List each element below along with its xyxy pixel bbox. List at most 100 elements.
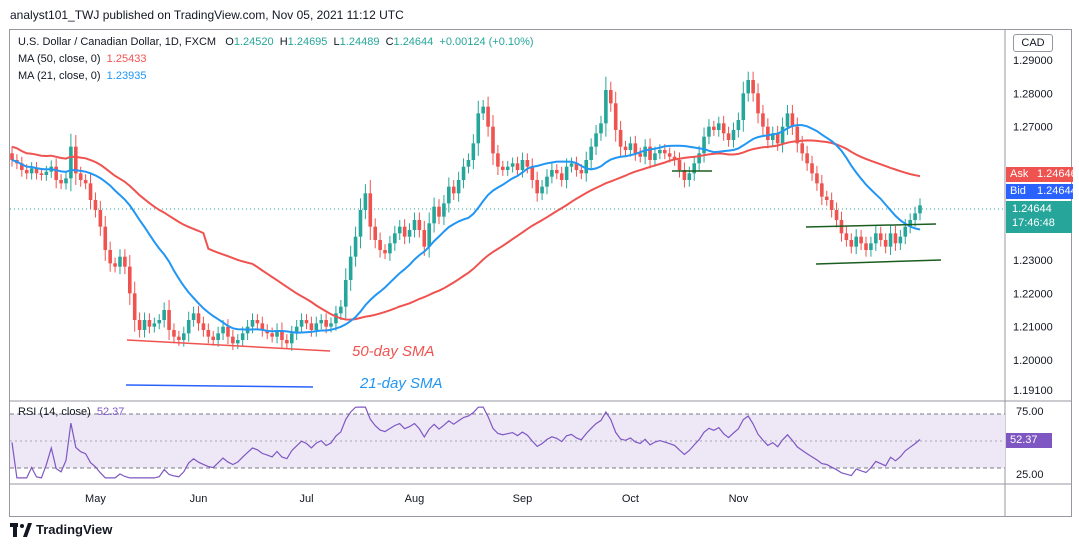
candle-body [231, 336, 235, 344]
candle-body [427, 223, 431, 247]
candle-body [339, 306, 343, 314]
tradingview-brand: TradingView [36, 522, 113, 537]
candle-body [864, 243, 868, 250]
candle-body [334, 313, 338, 324]
candle-body [829, 200, 834, 210]
candle-body [756, 93, 760, 114]
candle-body [285, 340, 289, 344]
candle-body [810, 163, 814, 174]
candle-body [383, 250, 387, 254]
candle-body [525, 160, 530, 167]
price-tick-label: 1.23000 [1013, 255, 1053, 267]
high-value: 1.24695 [287, 36, 328, 48]
candle-body [186, 320, 191, 334]
time-axis-ticks: May Jun Jul Aug Sep Oct Nov [85, 493, 749, 505]
candle-body [407, 230, 412, 237]
candle-body [64, 178, 68, 184]
candle-body [692, 163, 697, 174]
chart-frame[interactable] [9, 29, 1072, 517]
candle-body [633, 143, 638, 154]
candle-body [643, 146, 647, 157]
rsi-line [11, 406, 921, 479]
range-bottom-line [815, 259, 942, 265]
bid-value-tag: 1.24644 [1033, 184, 1077, 199]
candle-body [648, 146, 652, 160]
candle-body [456, 180, 461, 194]
candle-body [869, 243, 873, 250]
candle-body [476, 113, 481, 144]
candle-body [211, 336, 216, 340]
candle-body [83, 180, 88, 184]
candle-body [874, 233, 878, 244]
ma21-value: 1.23935 [106, 70, 147, 82]
candle-body [216, 333, 220, 340]
candle-body [584, 160, 589, 174]
candle-body [69, 146, 73, 179]
candle-body [672, 156, 677, 160]
rsi-tick-label: 75.00 [1016, 406, 1044, 418]
candle-body [24, 170, 29, 174]
candle-body [353, 236, 358, 257]
candle-body [181, 333, 186, 340]
candle-body [834, 210, 839, 220]
ma21-legend[interactable]: MA (21, close, 0) 1.23935 [18, 70, 146, 82]
range-top-line [805, 223, 937, 228]
candle-body [618, 130, 623, 147]
candle-body [888, 233, 893, 247]
candle-body [564, 166, 569, 180]
candle-body [505, 166, 510, 170]
candle-body [343, 280, 348, 307]
candle-body [255, 320, 260, 324]
ma50-legend[interactable]: MA (50, close, 0) 1.25433 [18, 53, 146, 65]
symbol-legend[interactable]: U.S. Dollar / Canadian Dollar, 1D, FXCM … [18, 36, 534, 48]
candle-body [137, 320, 142, 330]
candle-body [34, 168, 39, 174]
ma50-line [11, 139, 921, 321]
candle-body [883, 240, 888, 247]
candle-body [820, 183, 824, 197]
candle-body [127, 266, 132, 294]
candle-body [766, 126, 770, 140]
candle-body [770, 133, 775, 140]
candle-body [29, 168, 34, 174]
candle-body [368, 193, 373, 227]
candle-body [805, 153, 809, 164]
currency-badge[interactable]: CAD [1013, 34, 1053, 52]
candle-body [712, 126, 716, 130]
publisher-bar: analyst101_TWJ published on TradingView.… [0, 0, 1079, 30]
tradingview-logo[interactable]: TradingView [10, 522, 112, 537]
candle-body [363, 193, 368, 210]
annotation-sma21: 21-day SMA [359, 375, 443, 392]
candle-body [304, 320, 309, 324]
last-price-tag: 1.24644 17:46:48 [1006, 201, 1072, 233]
time-tick-label: Nov [729, 493, 749, 505]
candle-body [461, 166, 466, 180]
candle-body [594, 133, 598, 147]
high-label: H [279, 36, 288, 48]
candle-body [329, 323, 333, 327]
candle-body [844, 233, 849, 240]
candle-body [815, 173, 819, 184]
candle-body [780, 126, 785, 144]
candle-body [491, 126, 495, 154]
rsi-legend[interactable]: RSI (14, close) 52.37 [18, 406, 124, 418]
candle-body [437, 206, 441, 217]
candle-body [10, 153, 14, 160]
time-tick-label: Oct [622, 493, 639, 505]
candle-body [662, 150, 667, 154]
candle-body [849, 240, 854, 247]
candle-body [623, 146, 628, 150]
candle-body [550, 170, 554, 177]
candle-body [157, 320, 162, 324]
price-axis-ticks: 1.19100 1.20000 1.21000 1.22000 1.23000 1.270… [1013, 55, 1053, 397]
candle-body [466, 160, 471, 167]
candle-body [677, 160, 682, 170]
candle-body [417, 220, 422, 230]
open-label: O [225, 36, 234, 48]
rsi-value-tag: 52.37 [1006, 433, 1052, 448]
candle-body [736, 120, 741, 130]
candle-body [78, 173, 83, 180]
candle-body [88, 183, 93, 200]
close-label: C [385, 36, 394, 48]
